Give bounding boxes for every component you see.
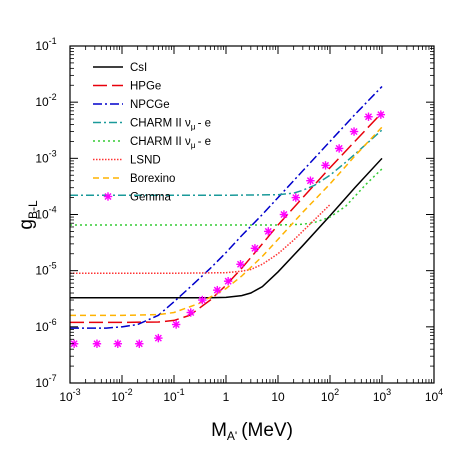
series-layer: [70, 85, 386, 348]
legend-label: CHARM II νμ - e: [130, 118, 211, 132]
y-tick-label: 10-3: [35, 148, 56, 165]
y-tick-label: 10-7: [35, 373, 56, 390]
x-tick-label: 104: [425, 387, 443, 404]
y-axis-title: gB-L: [16, 200, 40, 230]
gemma-point: [306, 176, 315, 185]
gemma-point: [113, 339, 122, 348]
x-tick-label: 102: [321, 387, 339, 404]
y-tick-label: 10-1: [35, 36, 56, 53]
x-tick-label: 10: [271, 390, 285, 404]
gemma-point: [334, 144, 344, 153]
legend-label: CHARM II νμ - e: [130, 136, 211, 150]
x-tick-label: 10-2: [111, 387, 132, 404]
gemma-point: [154, 333, 163, 343]
gemma-point: [321, 161, 330, 170]
ticks-layer: 10-3 10-2 10-1 1 10 102 103 104 10-7 10-6 10-5 10-4…: [35, 36, 443, 404]
gemma-point: [135, 339, 144, 348]
x-axis-title: MA' (MeV): [211, 420, 293, 443]
legend-label: CsI: [130, 62, 147, 74]
gemma-point: [279, 210, 289, 219]
gemma-point: [364, 112, 373, 121]
gemma-point: [250, 244, 260, 253]
legend-swatch: [103, 192, 113, 201]
legend-label: HPGe: [130, 81, 161, 93]
x-tick-label: 103: [373, 387, 391, 404]
legend-label: NPCGe: [130, 99, 170, 111]
gemma-point: [236, 260, 245, 269]
gemma-point: [198, 295, 207, 305]
y-axis-title-main: g: [16, 219, 37, 230]
x-tick-label: 1: [223, 390, 230, 404]
series-line-1: [70, 112, 383, 324]
gemma-point: [291, 193, 301, 202]
gemma-point: [171, 320, 181, 329]
gemma-point: [376, 110, 386, 119]
y-tick-label: 10-5: [35, 261, 56, 278]
gemma-point: [264, 227, 273, 236]
series-line-4: [70, 168, 383, 226]
legend-label: Gemma: [130, 192, 172, 204]
y-tick-label: 10-6: [35, 317, 56, 334]
y-axis-title-sub: B-L: [26, 200, 40, 219]
series-line-3: [70, 129, 383, 197]
y-tick-label: 10-2: [35, 92, 56, 109]
gemma-point: [92, 339, 102, 348]
legend-label: Borexino: [130, 173, 175, 185]
series-line-0: [70, 157, 383, 299]
gemma-point: [186, 308, 195, 317]
series-line-6: [70, 126, 383, 317]
x-tick-label: 10-1: [163, 387, 184, 404]
x-tick-label: 10-3: [59, 387, 80, 404]
x-axis-title-unit: (MeV): [241, 420, 293, 441]
series-line-2: [70, 85, 383, 329]
gemma-point: [213, 285, 222, 295]
y-tick-label: 10-4: [35, 205, 56, 222]
x-axis-title-main: M: [211, 420, 227, 441]
x-axis-title-sub: A': [227, 429, 237, 443]
gemma-point: [349, 127, 359, 136]
legend-label: LSND: [130, 155, 161, 167]
plot-frame: [69, 45, 435, 384]
gemma-point: [223, 276, 233, 286]
series-line-5: [70, 204, 331, 274]
legend: CsI HPGe NPCGe CHARM II νμ - e CHARM II νμ - e…: [93, 62, 211, 204]
